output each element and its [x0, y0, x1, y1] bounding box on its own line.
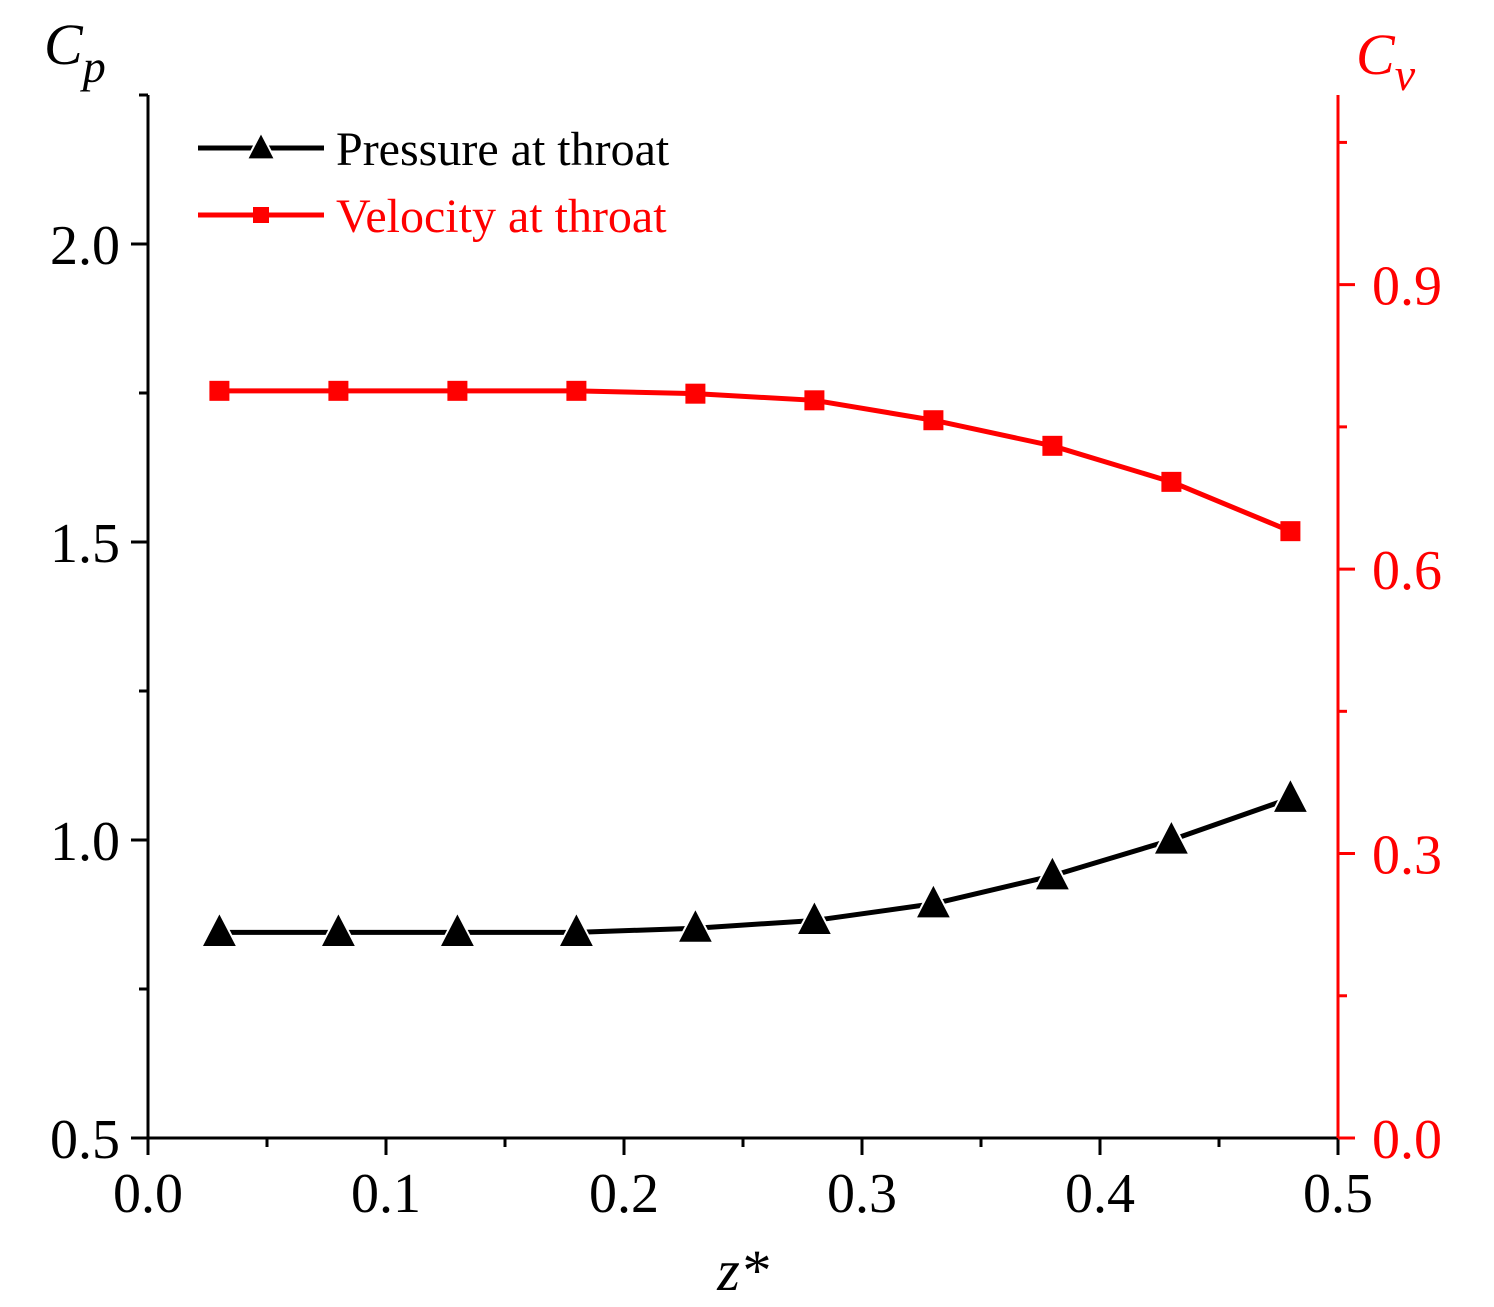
data-point-triangle — [1032, 853, 1073, 892]
legend-label: Velocity at throat — [336, 190, 667, 243]
series-line — [219, 795, 1292, 935]
left-y-tick-label: 1.5 — [50, 513, 120, 575]
right-y-tick-label: 0.6 — [1372, 540, 1442, 602]
left-y-tick-label: 2.0 — [50, 215, 120, 277]
series-line — [219, 388, 1292, 534]
left-y-axis-title: Cp — [44, 12, 106, 92]
data-point-square — [209, 380, 230, 401]
data-point-square — [804, 390, 825, 411]
right-y-tick-label: 0.0 — [1372, 1109, 1442, 1171]
x-tick-label: 0.4 — [1065, 1163, 1135, 1225]
left-y-tick-label: 0.5 — [50, 1109, 120, 1171]
right-y-tick-label: 0.3 — [1372, 825, 1442, 887]
data-point-triangle — [1151, 817, 1192, 856]
legend-item: Velocity at throat — [198, 190, 667, 243]
data-point-triangle — [675, 905, 716, 944]
data-point-square — [685, 383, 706, 404]
data-point-square — [328, 380, 349, 401]
right-y-tick-label: 0.9 — [1372, 256, 1442, 318]
data-point-triangle — [794, 898, 835, 937]
right-y-axis-title: Cv — [1356, 22, 1416, 100]
series-velocity — [209, 380, 1301, 542]
x-tick-label: 0.2 — [589, 1163, 659, 1225]
data-point-triangle — [199, 910, 240, 948]
data-point-square — [1280, 521, 1301, 542]
data-point-square — [1042, 435, 1063, 456]
x-tick-label: 0.5 — [1303, 1163, 1373, 1225]
data-point-square — [1161, 471, 1182, 492]
data-point-triangle — [913, 881, 954, 920]
x-tick-label: 0.0 — [113, 1163, 183, 1225]
x-axis-title: z* — [716, 1238, 769, 1303]
x-tick-label: 0.3 — [827, 1163, 897, 1225]
series-layer — [199, 380, 1311, 948]
legend-label: Pressure at throat — [336, 123, 670, 176]
data-point-square — [923, 410, 944, 431]
legend-marker-square — [253, 207, 269, 223]
data-point-square — [447, 380, 468, 401]
axes-layer: 0.0 0.1 0.2 0.3 0.4 0.5 0.5 1.0 1.5 2.0 0.0 0.3 0.6 0… — [44, 12, 1442, 1303]
data-point-triangle — [1270, 776, 1311, 814]
data-point-triangle — [556, 910, 597, 948]
data-point-triangle — [318, 910, 359, 948]
left-y-tick-label: 1.0 — [50, 811, 120, 873]
legend-item: Pressure at throat — [198, 123, 670, 176]
data-point-triangle — [437, 910, 478, 948]
legend-marker-triangle — [245, 130, 277, 161]
legend: Pressure at throat Velocity at throat — [198, 123, 670, 243]
x-tick-label: 0.1 — [351, 1163, 421, 1225]
series-pressure — [199, 776, 1311, 948]
data-point-square — [566, 380, 587, 401]
